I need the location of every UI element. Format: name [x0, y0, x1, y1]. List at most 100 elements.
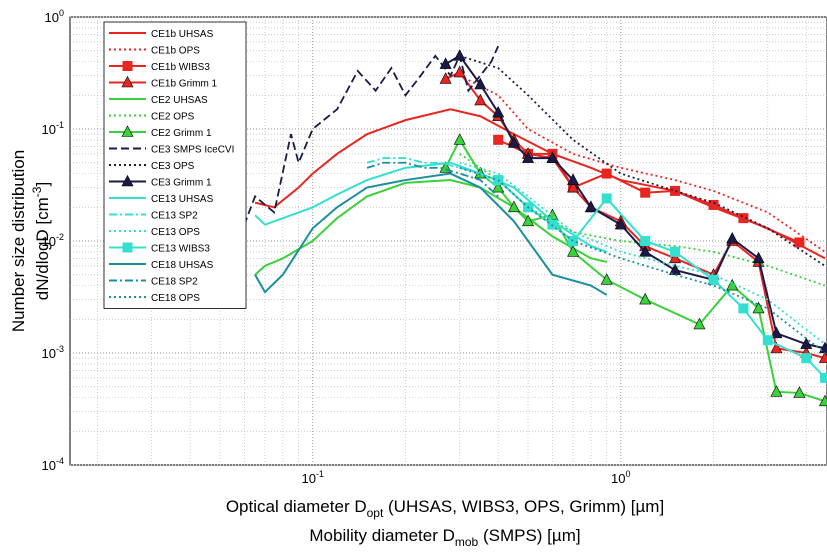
series-line: [497, 138, 800, 244]
marker-square: [670, 246, 681, 257]
tick-label: 10-3: [42, 344, 64, 361]
legend-label: CE18 UHSAS: [151, 260, 214, 271]
axis-label-part: mob: [455, 535, 479, 549]
marker-square: [640, 236, 651, 246]
series-line: [459, 161, 826, 345]
legend-label: CE2 Grimm 1: [151, 128, 212, 139]
marker-triangle: [726, 231, 739, 244]
series-line: [445, 54, 826, 350]
marker-triangle: [121, 125, 134, 137]
marker-triangle: [639, 292, 652, 305]
marker-square: [708, 274, 719, 285]
grid: [70, 16, 827, 466]
axis-label-part: opt: [367, 506, 384, 520]
marker-square: [122, 242, 133, 253]
tick-label: 10-1: [301, 469, 323, 486]
marker-triangle: [439, 72, 452, 84]
marker-triangle: [567, 245, 580, 257]
series-line: [444, 137, 826, 403]
legend-label: CE13 OPS: [151, 227, 200, 238]
marker-triangle: [614, 217, 627, 230]
legend-label: CE13 SP2: [151, 211, 198, 222]
series-line: [238, 45, 500, 237]
marker-triangle: [567, 173, 580, 185]
marker-triangle: [121, 75, 134, 88]
tick-label: 10-4: [42, 456, 64, 473]
marker-triangle: [770, 341, 783, 354]
marker-square: [670, 185, 681, 196]
marker-triangle: [752, 251, 765, 264]
tick-label: 100: [611, 469, 630, 486]
legend-label: CE1b Grimm 1: [151, 79, 218, 90]
marker-square: [601, 193, 612, 204]
marker-square: [708, 199, 719, 210]
ticks: 10-4 10-3 10-2 10-1 100 10-1 100: [42, 8, 631, 486]
axis-label-part: (UHSAS, WIBS3, OPS, Grimm) [µm]: [383, 497, 664, 516]
marker-triangle: [121, 174, 134, 187]
marker-triangle: [453, 49, 466, 61]
marker-triangle: [492, 180, 505, 193]
marker-triangle: [770, 326, 783, 339]
marker-triangle: [507, 200, 520, 213]
marker-triangle: [600, 273, 613, 285]
marker-triangle: [639, 245, 652, 257]
marker-triangle: [584, 200, 597, 213]
marker-square: [122, 61, 133, 71]
axis-label: Number size distribution: [9, 150, 28, 332]
axis-label-part: ]: [33, 182, 52, 187]
legend-label: CE3 SMPS IceCVI: [151, 145, 234, 156]
marker-triangle: [507, 136, 520, 148]
legend-label: CE18 OPS: [151, 293, 200, 304]
marker-square: [640, 187, 651, 198]
legend-label: CE13 UHSAS: [151, 194, 214, 205]
marker-square: [801, 353, 812, 364]
axis-label-part: Mobility diameter D: [309, 526, 455, 545]
axis-label: dN/dlogD [cm-3]: [30, 182, 52, 300]
legend-label: CE18 SP2: [151, 277, 198, 288]
axis-label-part: (SMPS) [µm]: [478, 526, 580, 545]
marker-square: [493, 134, 504, 145]
marker-triangle: [453, 65, 466, 78]
marker-triangle: [474, 77, 487, 90]
axis-label-part: -3: [30, 186, 44, 197]
marker-triangle: [474, 93, 487, 106]
marker-triangle: [439, 57, 452, 69]
marker-square: [819, 372, 827, 383]
series-line: [366, 157, 499, 189]
legend-label: CE2 OPS: [151, 112, 195, 123]
marker-triangle: [546, 151, 559, 163]
marker-triangle: [752, 301, 765, 314]
marker-square: [601, 168, 612, 179]
series-line: [366, 161, 499, 198]
tick-label: 10-1: [42, 120, 64, 137]
legend-label: CE1b UHSAS: [151, 29, 214, 40]
marker-triangle: [800, 337, 813, 349]
legend-label: CE3 OPS: [151, 161, 195, 172]
legend-label: CE13 WIBS3: [151, 244, 210, 255]
marker-triangle: [522, 214, 535, 227]
legend-label: CE2 UHSAS: [151, 95, 208, 106]
marker-triangle: [693, 317, 706, 330]
marker-triangle: [453, 133, 466, 145]
series-layer: [238, 45, 827, 407]
legend: CE1b UHSAS CE1b OPS CE1b WIBS3 CE1b Grimm 1…: [103, 21, 247, 309]
axis-labels: Optical diameter Dopt (UHSAS, WIBS3, OPS…: [9, 150, 664, 549]
marker-triangle: [793, 386, 806, 398]
marker-triangle: [818, 394, 827, 407]
marker-triangle: [669, 251, 682, 264]
axis-label-part: dN/dlogD [cm: [33, 197, 52, 300]
marker-triangle: [770, 385, 783, 397]
marker-square: [568, 236, 579, 246]
marker-square: [794, 237, 805, 248]
legend-label: CE1b OPS: [151, 46, 200, 57]
tick-label: 10-2: [42, 232, 64, 249]
marker-square: [738, 303, 749, 314]
legend-label: CE3 Grimm 1: [151, 178, 212, 189]
axis-label: Mobility diameter Dmob (SMPS) [µm]: [309, 526, 580, 549]
series-line: [254, 179, 607, 276]
tick-label: 100: [45, 8, 64, 25]
marker-triangle: [492, 105, 505, 118]
marker-triangle: [567, 180, 580, 193]
axis-label: Optical diameter Dopt (UHSAS, WIBS3, OPS…: [226, 497, 664, 520]
